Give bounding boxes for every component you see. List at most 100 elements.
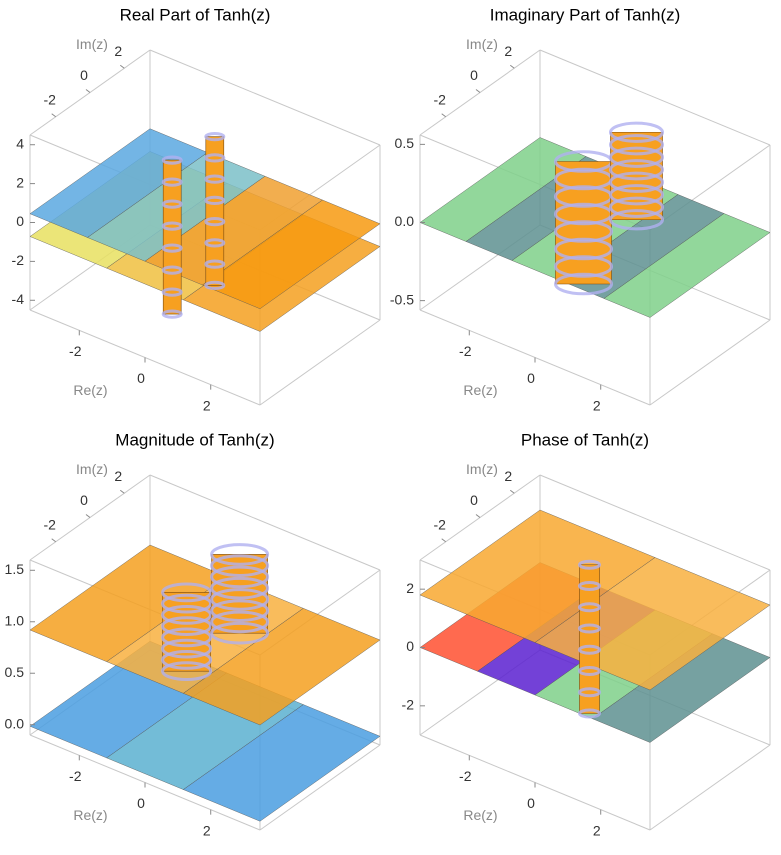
x-tick-label: 0 [137,370,145,386]
x-tick-label: 2 [593,397,601,413]
surface-band [204,174,226,184]
surface-band [204,238,226,248]
surface-band [204,217,226,227]
surface-band [578,687,601,698]
panel: Imaginary Part of Tanh(z) -0.5 0.0 0.5 -2 0 2 -… [390,5,771,413]
surface-band [161,199,183,209]
x-tick-label: -2 [459,768,472,784]
y-tick [441,538,447,543]
z-tick-label: -2 [12,252,25,268]
surface-band [609,159,664,181]
surface-band [609,209,664,231]
z-tick-label: 0.0 [5,715,25,731]
surface [603,213,771,318]
y-tick-label: 2 [504,43,512,59]
surface-band [161,616,213,637]
surface-band [161,638,213,659]
y-tick-label: 0 [470,492,478,508]
surface-band [578,581,601,591]
y-tick-label: 0 [470,67,478,83]
z-tick-label: 1.0 [5,612,25,628]
x-tick-label: 2 [203,397,211,413]
surface-band [609,196,664,218]
z-tick-label: 0 [16,213,24,229]
surface-band [161,155,183,165]
z-tick-label: -2 [402,697,415,713]
surface-band [609,184,664,206]
surface-band [161,593,213,614]
surface-band [204,153,226,163]
x-tick-label: 0 [137,795,145,811]
y-tick [475,89,481,93]
x-tick-label: 0 [527,370,535,386]
z-tick-label: 2 [406,580,414,596]
surface [202,199,381,309]
surface-band [554,255,613,278]
box-edge [649,319,771,406]
surface-band [204,132,226,142]
surface-band [578,623,601,634]
box-edge [649,744,771,831]
z-tick-label: 0.5 [5,664,25,680]
surface-band [204,280,226,291]
y-axis-label: Im(z) [466,461,498,477]
surface-band [210,554,270,577]
y-tick-label: -2 [43,91,56,107]
box-edge [259,319,381,406]
surface-band [210,610,270,634]
y-tick [475,514,481,518]
surface-band [161,661,213,682]
surface-band [161,265,183,275]
surface-band [609,171,664,193]
surface-band [161,221,183,231]
surface-band [210,543,270,566]
surface [182,704,381,822]
z-tick-label: 4 [16,135,24,151]
x-tick-label: -2 [69,768,82,784]
surface-band [578,602,601,613]
x-axis-label: Re(z) [463,807,497,823]
surface-band [161,627,213,648]
surface-band [161,177,183,187]
box-edge [149,474,381,571]
z-tick-label: -4 [12,291,25,307]
panel: Real Part of Tanh(z) -4 -2 0 2 4 -2 0 2 -2 0 2 Re(z)… [12,5,381,413]
y-tick [85,89,91,93]
z-tick-label: 0.5 [395,135,415,151]
surface-band [578,708,601,719]
chart-title: Phase of Tanh(z) [521,430,649,449]
y-tick-label: 2 [504,468,512,484]
box-edge [539,474,771,571]
surface-band [204,195,226,206]
y-tick [51,538,57,543]
chart-title: Real Part of Tanh(z) [120,5,271,24]
y-tick-label: 2 [114,43,122,59]
y-tick-label: -2 [433,516,446,532]
surface-band [554,237,613,261]
y-tick [51,113,57,118]
z-tick-label: 0.0 [395,213,415,229]
surface-band [210,565,270,589]
surface [182,608,381,726]
surface-band [161,309,183,319]
surface-band [161,243,183,253]
y-tick-label: 0 [80,67,88,83]
z-tick-label: 0 [406,638,414,654]
y-tick-label: 2 [114,468,122,484]
surface-band [161,650,213,670]
y-tick [441,113,447,118]
z-tick-label: -0.5 [390,291,414,307]
y-tick-label: -2 [433,91,446,107]
chart-title: Imaginary Part of Tanh(z) [490,5,681,24]
y-axis-label: Im(z) [466,36,498,52]
x-axis-label: Re(z) [73,807,107,823]
x-axis-label: Re(z) [463,382,497,398]
surface-band [609,134,664,156]
surface-band [161,582,213,603]
z-tick-label: 2 [16,174,24,190]
surface-band [578,644,601,655]
y-axis-label: Im(z) [76,36,108,52]
y-tick [85,514,91,518]
surface-band [609,146,664,168]
